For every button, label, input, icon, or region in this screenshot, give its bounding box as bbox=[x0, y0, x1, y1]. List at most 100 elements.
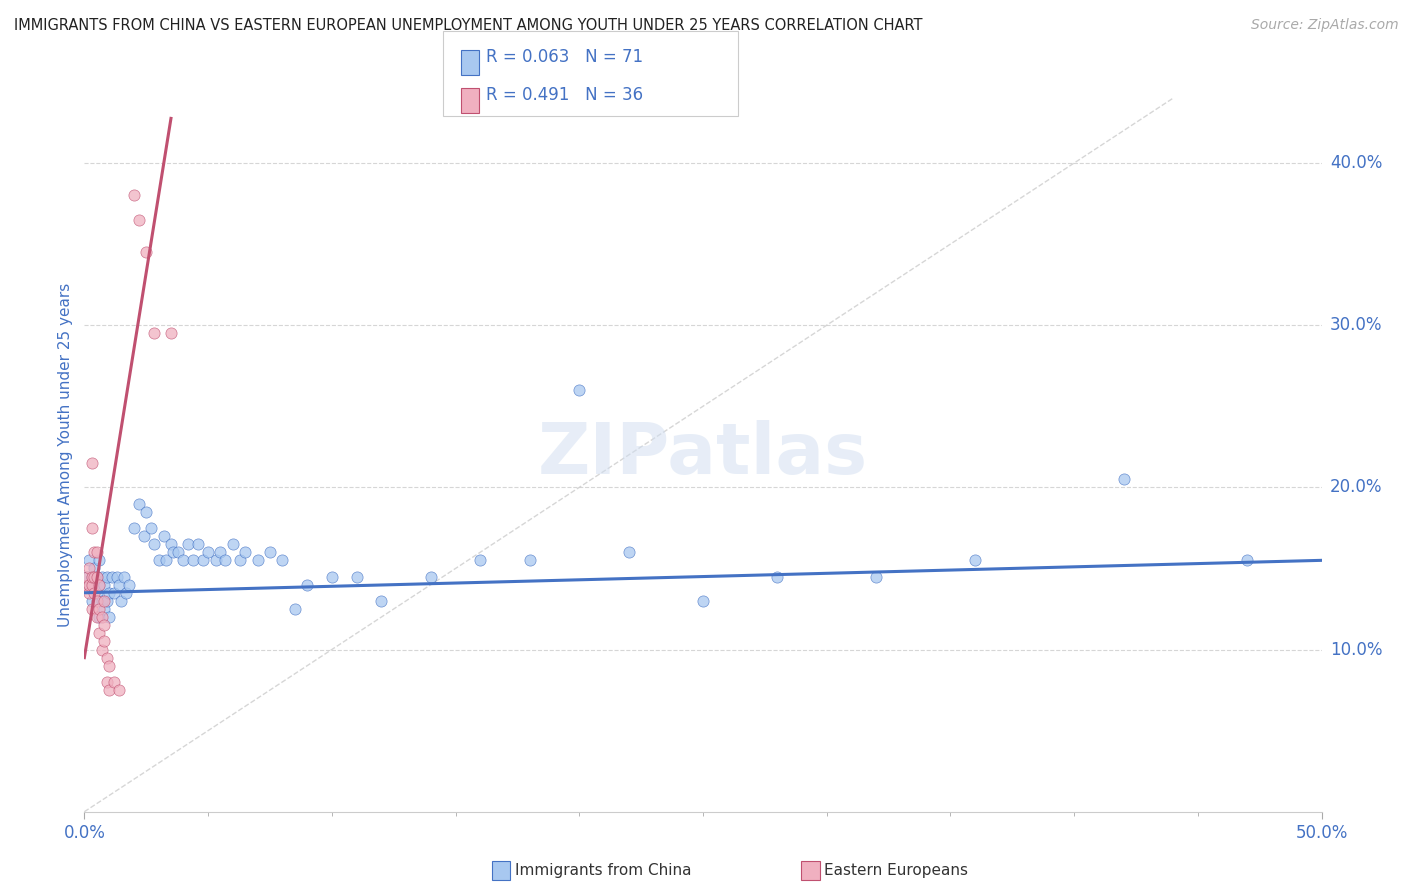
Point bbox=[83, 569, 105, 583]
Point bbox=[118, 577, 141, 591]
Point bbox=[98, 658, 121, 673]
Point bbox=[86, 545, 108, 559]
Point bbox=[96, 675, 118, 690]
Point bbox=[233, 545, 256, 559]
Text: 40.0%: 40.0% bbox=[1330, 154, 1382, 172]
Point bbox=[470, 553, 492, 567]
Point bbox=[89, 610, 111, 624]
Point bbox=[568, 383, 591, 397]
Point bbox=[419, 569, 441, 583]
Point bbox=[246, 553, 269, 567]
Point bbox=[80, 602, 103, 616]
Point bbox=[93, 594, 115, 608]
Point bbox=[160, 326, 183, 341]
Point bbox=[96, 569, 118, 583]
Point bbox=[135, 505, 157, 519]
Point bbox=[96, 650, 118, 665]
Point bbox=[108, 577, 131, 591]
Point bbox=[214, 553, 236, 567]
Point bbox=[148, 553, 170, 567]
Point bbox=[86, 569, 108, 583]
Point bbox=[142, 537, 165, 551]
Point bbox=[80, 577, 103, 591]
Point bbox=[692, 594, 714, 608]
Point bbox=[89, 577, 111, 591]
Point bbox=[76, 577, 98, 591]
Point bbox=[79, 553, 101, 567]
Point bbox=[197, 545, 219, 559]
Point bbox=[79, 586, 101, 600]
Point bbox=[191, 553, 214, 567]
Point bbox=[86, 610, 108, 624]
Point bbox=[152, 529, 174, 543]
Point bbox=[222, 537, 245, 551]
Point bbox=[142, 326, 165, 341]
Point bbox=[141, 521, 163, 535]
Point bbox=[98, 683, 121, 698]
Point bbox=[108, 683, 131, 698]
Point bbox=[370, 594, 392, 608]
Point bbox=[90, 594, 112, 608]
Point bbox=[965, 553, 987, 567]
Point bbox=[98, 586, 121, 600]
Point bbox=[128, 497, 150, 511]
Point bbox=[79, 561, 101, 575]
Point bbox=[115, 586, 138, 600]
Point bbox=[89, 553, 111, 567]
Point bbox=[135, 245, 157, 260]
Point bbox=[83, 545, 105, 559]
Point bbox=[96, 594, 118, 608]
Point bbox=[162, 545, 184, 559]
Point bbox=[90, 569, 112, 583]
Point bbox=[103, 675, 125, 690]
Point bbox=[132, 529, 155, 543]
Point bbox=[128, 212, 150, 227]
Point bbox=[76, 569, 98, 583]
Point bbox=[93, 602, 115, 616]
Point bbox=[100, 569, 122, 583]
Text: IMMIGRANTS FROM CHINA VS EASTERN EUROPEAN UNEMPLOYMENT AMONG YOUTH UNDER 25 YEAR: IMMIGRANTS FROM CHINA VS EASTERN EUROPEA… bbox=[14, 18, 922, 33]
Point bbox=[177, 537, 200, 551]
Point bbox=[110, 594, 132, 608]
Point bbox=[284, 602, 307, 616]
Point bbox=[93, 634, 115, 648]
Point bbox=[83, 577, 105, 591]
Point bbox=[80, 456, 103, 470]
Point bbox=[105, 569, 128, 583]
Text: Source: ZipAtlas.com: Source: ZipAtlas.com bbox=[1251, 18, 1399, 32]
Point bbox=[204, 553, 226, 567]
Point bbox=[229, 553, 252, 567]
Point bbox=[766, 569, 789, 583]
Point bbox=[865, 569, 887, 583]
Point bbox=[181, 553, 204, 567]
Point bbox=[90, 642, 112, 657]
Text: R = 0.491   N = 36: R = 0.491 N = 36 bbox=[486, 86, 644, 103]
Point bbox=[346, 569, 368, 583]
Point bbox=[160, 537, 183, 551]
Point bbox=[519, 553, 541, 567]
Point bbox=[155, 553, 177, 567]
Point bbox=[86, 594, 108, 608]
Point bbox=[80, 521, 103, 535]
Text: 10.0%: 10.0% bbox=[1330, 640, 1382, 658]
Point bbox=[76, 569, 98, 583]
Point bbox=[271, 553, 294, 567]
Point bbox=[80, 569, 103, 583]
Point bbox=[187, 537, 209, 551]
Point bbox=[83, 586, 105, 600]
Point bbox=[93, 618, 115, 632]
Point bbox=[90, 610, 112, 624]
Point bbox=[83, 561, 105, 575]
Point bbox=[167, 545, 190, 559]
Point bbox=[172, 553, 194, 567]
Point bbox=[89, 626, 111, 640]
Text: R = 0.063   N = 71: R = 0.063 N = 71 bbox=[486, 48, 644, 66]
Point bbox=[112, 569, 135, 583]
Point bbox=[89, 577, 111, 591]
Point bbox=[103, 586, 125, 600]
Point bbox=[86, 586, 108, 600]
Point bbox=[93, 577, 115, 591]
Point bbox=[321, 569, 343, 583]
Point bbox=[122, 188, 145, 202]
Point bbox=[79, 577, 101, 591]
